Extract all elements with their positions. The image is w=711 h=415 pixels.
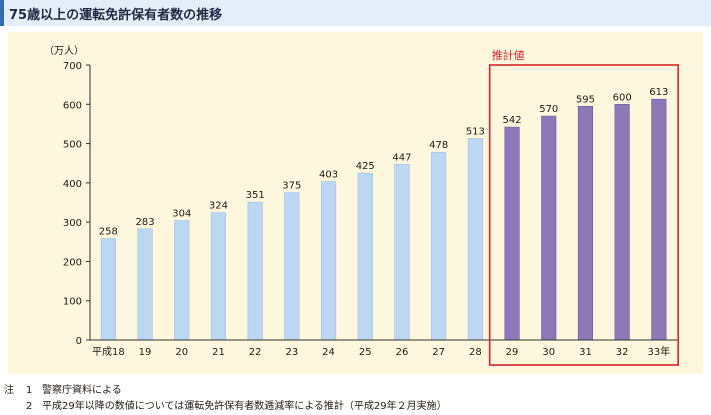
x-tick-label: 20 — [175, 347, 188, 358]
x-tick-label: 21 — [212, 347, 225, 358]
x-tick-label: 32 — [616, 347, 629, 358]
x-tick-label: 23 — [285, 347, 298, 358]
bar — [504, 126, 520, 341]
note-number: 2 — [26, 401, 33, 412]
y-tick-label: 200 — [63, 257, 82, 268]
bar — [320, 181, 337, 341]
bar-value-label: 351 — [246, 190, 265, 201]
bar — [284, 192, 300, 341]
x-tick-label: 25 — [359, 347, 372, 358]
bar — [137, 228, 153, 341]
title-accent — [0, 0, 4, 26]
y-unit-label: （万人） — [44, 45, 84, 57]
bar — [357, 172, 373, 341]
bar — [174, 220, 190, 341]
note-mark: 注 — [4, 385, 14, 396]
y-tick-label: 0 — [76, 336, 82, 347]
bar-value-label: 283 — [136, 217, 155, 228]
bar-value-label: 324 — [209, 201, 228, 212]
bar-value-label: 403 — [319, 170, 338, 181]
y-tick-label: 700 — [63, 61, 82, 72]
bar — [247, 201, 263, 341]
bar-value-label: 375 — [282, 181, 301, 192]
y-tick-label: 100 — [63, 297, 82, 308]
bar-value-label: 258 — [99, 227, 118, 238]
x-tick-label: 22 — [249, 347, 262, 358]
estimate-label: 推計値 — [492, 48, 525, 62]
x-tick-label: 19 — [139, 347, 152, 358]
x-tick-label: 31 — [579, 347, 592, 358]
note-number: 1 — [26, 385, 33, 396]
x-tick-label: 30 — [542, 347, 555, 358]
bar — [651, 98, 667, 341]
bar-value-label: 478 — [429, 140, 448, 151]
chart-panel: 0 100 200 300 400 500 600 700 258 283 304 324 351 37… — [8, 32, 703, 374]
y-tick-label: 300 — [63, 218, 82, 229]
bar-value-label: 613 — [649, 87, 668, 98]
bar-chart: 0 100 200 300 400 500 600 700 258 283 304 324 351 37… — [44, 45, 680, 366]
x-tick-label: 28 — [469, 347, 482, 358]
y-tick-label: 400 — [63, 179, 82, 190]
x-tick-label: 24 — [322, 347, 335, 358]
note-2: 2 平成29年以降の数値については運転免許保有者数逓減率による推計（平成29年２月… — [4, 397, 447, 412]
y-tick-label: 500 — [63, 140, 82, 151]
x-tick-label: 33年 — [647, 345, 670, 358]
bar — [614, 103, 630, 341]
note-text: 警察庁資料による — [42, 385, 122, 396]
x-tick-label: 27 — [432, 347, 445, 358]
bar-value-label: 425 — [356, 161, 375, 172]
bar — [100, 238, 116, 341]
bar — [394, 164, 410, 341]
x-tick-label: 平成18 — [92, 346, 125, 358]
estimate-box — [488, 64, 680, 366]
y-tick-label: 600 — [63, 100, 82, 111]
title-bar: 75歳以上の運転免許保有者数の推移 — [0, 0, 711, 26]
note-1: 注 1 警察庁資料による — [4, 381, 122, 396]
bar-value-label: 447 — [392, 152, 411, 163]
bar — [577, 105, 594, 341]
bar-value-label: 513 — [466, 126, 485, 137]
x-tick-label: 29 — [506, 347, 519, 358]
bar-value-label: 570 — [539, 104, 558, 115]
note-text: 平成29年以降の数値については運転免許保有者数逓減率による推計（平成29年２月実… — [42, 401, 447, 412]
bar — [210, 212, 226, 341]
bar-value-label: 542 — [503, 115, 522, 126]
x-tick-label: 26 — [396, 347, 409, 358]
bar-value-label: 304 — [172, 209, 191, 220]
page-title: 75歳以上の運転免許保有者数の推移 — [9, 8, 223, 23]
bar — [467, 138, 483, 341]
bar — [541, 115, 557, 341]
bar-value-label: 595 — [576, 94, 595, 105]
bar — [431, 151, 447, 341]
bar-value-label: 600 — [613, 92, 632, 103]
